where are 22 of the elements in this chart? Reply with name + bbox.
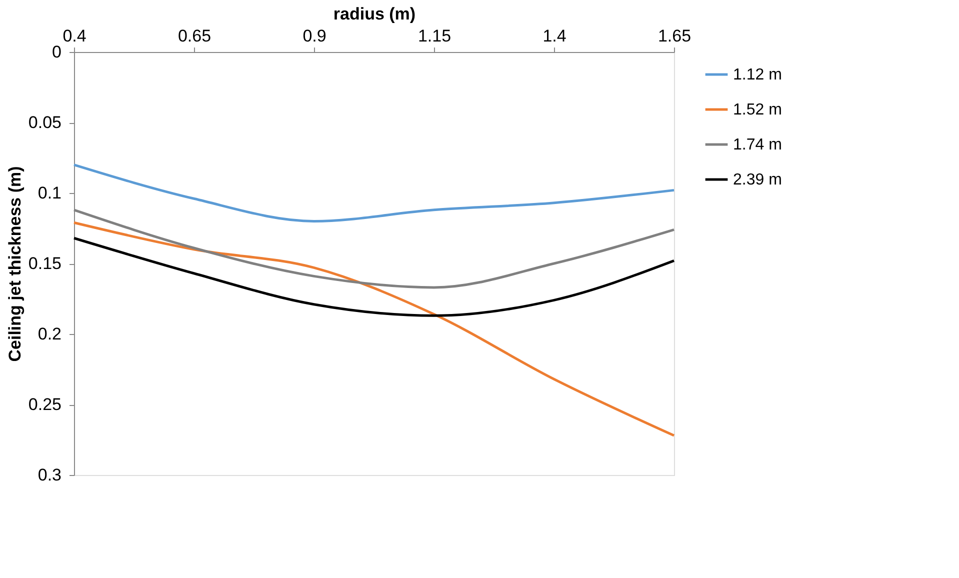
x-tick-label: 1.65 — [658, 26, 692, 46]
x-tick-label: 0.4 — [62, 26, 86, 46]
y-tick-label: 0.15 — [28, 254, 62, 273]
y-tick-label: 0.2 — [38, 324, 62, 344]
legend-label: 1.52 m — [733, 102, 782, 118]
line-series — [72, 221, 676, 437]
legend-label: 1.74 m — [733, 136, 782, 154]
x-tick-label: 1.15 — [418, 26, 452, 46]
x-tick-label: 1.4 — [542, 26, 566, 46]
x-tick-label: 0.65 — [178, 26, 212, 46]
y-axis-title: Ceiling jet thickness (m) — [5, 166, 24, 362]
legend-label: 2.39 m — [733, 172, 782, 188]
x-tick-label: 0.9 — [302, 26, 326, 46]
y-tick-label: 0.05 — [28, 113, 62, 132]
line-series — [72, 236, 676, 317]
line-series — [72, 164, 676, 222]
x-axis-title: radius (m) — [333, 4, 416, 24]
y-tick-label: 0 — [52, 42, 62, 62]
y-tick-label: 0.3 — [38, 466, 62, 484]
legend-label: 1.12 m — [733, 66, 782, 84]
y-tick-label: 0.25 — [28, 395, 62, 414]
y-tick-label: 0.1 — [38, 184, 62, 202]
